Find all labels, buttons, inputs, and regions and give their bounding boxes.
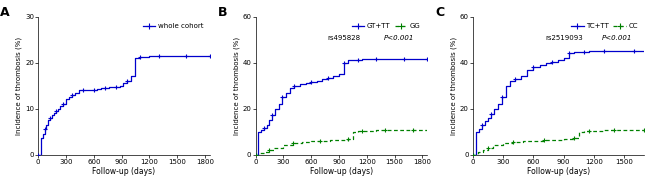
Text: C: C (436, 6, 445, 19)
X-axis label: Follow-up (days): Follow-up (days) (92, 167, 155, 176)
Text: rs495828: rs495828 (328, 35, 361, 41)
Text: B: B (218, 6, 227, 19)
Text: P<0.001: P<0.001 (384, 35, 415, 41)
Y-axis label: Incidence of thrombosis (%): Incidence of thrombosis (%) (233, 37, 240, 135)
Legend: whole cohort: whole cohort (140, 20, 206, 32)
Y-axis label: Incidence of thrombosis (%): Incidence of thrombosis (%) (450, 37, 457, 135)
X-axis label: Follow-up (days): Follow-up (days) (310, 167, 373, 176)
X-axis label: Follow-up (days): Follow-up (days) (527, 167, 590, 176)
Text: rs2519093: rs2519093 (545, 35, 583, 41)
Legend: GT+TT, GG: GT+TT, GG (349, 20, 424, 32)
Legend: TC+TT, CC: TC+TT, CC (568, 20, 641, 32)
Y-axis label: Incidence of thrombosis (%): Incidence of thrombosis (%) (16, 37, 22, 135)
Text: A: A (1, 6, 10, 19)
Text: P<0.001: P<0.001 (601, 35, 632, 41)
